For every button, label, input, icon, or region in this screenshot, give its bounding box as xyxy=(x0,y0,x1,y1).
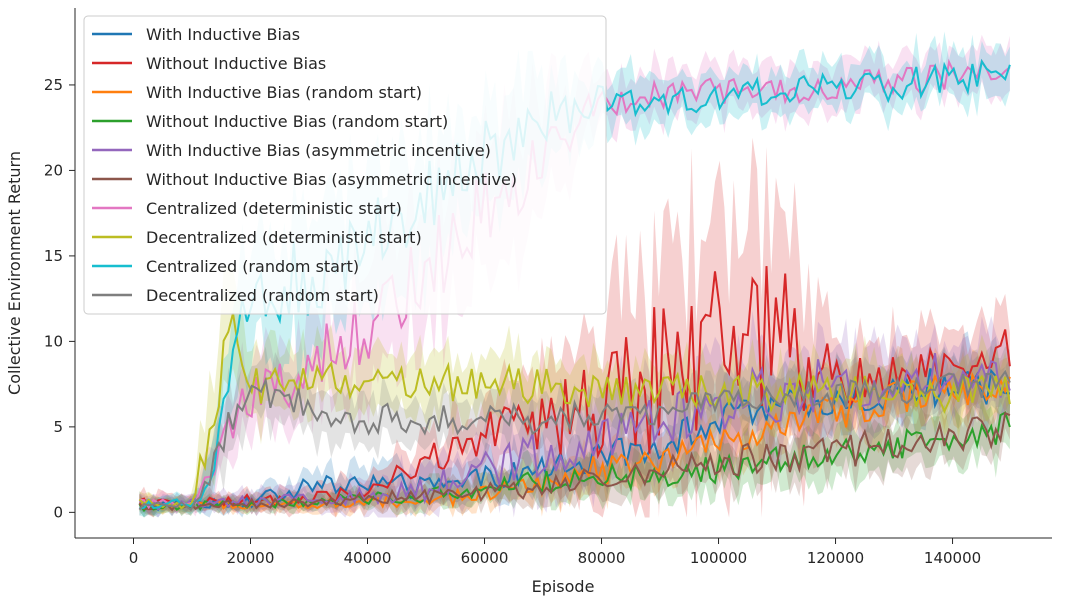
x-tick-label: 0 xyxy=(129,549,139,567)
x-tick-label: 80000 xyxy=(578,549,626,567)
legend-entry: With Inductive Bias (asymmetric incentiv… xyxy=(146,141,491,160)
series-band xyxy=(139,310,1010,518)
legend-entry: Decentralized (deterministic start) xyxy=(146,228,422,247)
legend-entry: Centralized (deterministic start) xyxy=(146,199,402,218)
legend: With Inductive Bias Without Inductive Bia… xyxy=(83,15,607,315)
y-tick-label: 0 xyxy=(53,503,63,521)
y-tick-label: 20 xyxy=(44,161,63,179)
x-tick-label: 120000 xyxy=(807,549,864,567)
series-line xyxy=(138,369,1011,512)
series-line xyxy=(138,312,1011,510)
x-tick-label: 20000 xyxy=(227,549,275,567)
series-band xyxy=(139,331,1010,518)
legend-entry: With Inductive Bias (random start) xyxy=(146,83,422,102)
y-tick-label: 5 xyxy=(53,418,63,436)
series-line xyxy=(139,353,1011,511)
x-tick-label: 100000 xyxy=(690,549,747,567)
legend-entry: Centralized (random start) xyxy=(146,257,359,276)
series-line xyxy=(138,411,1011,513)
y-ticks: 0 5 10 15 20 25 xyxy=(44,76,75,521)
y-tick-label: 10 xyxy=(44,332,63,350)
legend-entry: With Inductive Bias xyxy=(146,25,300,44)
legend-entry: Decentralized (random start) xyxy=(146,286,379,305)
x-ticks: 0 20000 40000 60000 80000 100000 120000 140000 xyxy=(129,538,981,567)
legend-box xyxy=(83,15,607,315)
axes xyxy=(74,8,1052,539)
series-line xyxy=(138,411,1011,512)
legend-entry: Without Inductive Bias (asymmetric incen… xyxy=(146,170,517,189)
x-axis-label: Episode xyxy=(532,577,595,596)
x-tick-label: 60000 xyxy=(461,549,509,567)
legend-entry: Without Inductive Bias (random start) xyxy=(146,112,448,131)
y-axis-label: Collective Environment Return xyxy=(5,151,24,395)
x-tick-label: 140000 xyxy=(924,549,981,567)
series-band xyxy=(139,137,1010,518)
x-tick-label: 40000 xyxy=(344,549,392,567)
y-tick-label: 15 xyxy=(44,247,63,265)
series-band xyxy=(139,34,1010,517)
series-band xyxy=(139,383,1010,516)
legend-entry: Without Inductive Bias xyxy=(146,54,326,73)
y-tick-label: 25 xyxy=(44,76,63,94)
